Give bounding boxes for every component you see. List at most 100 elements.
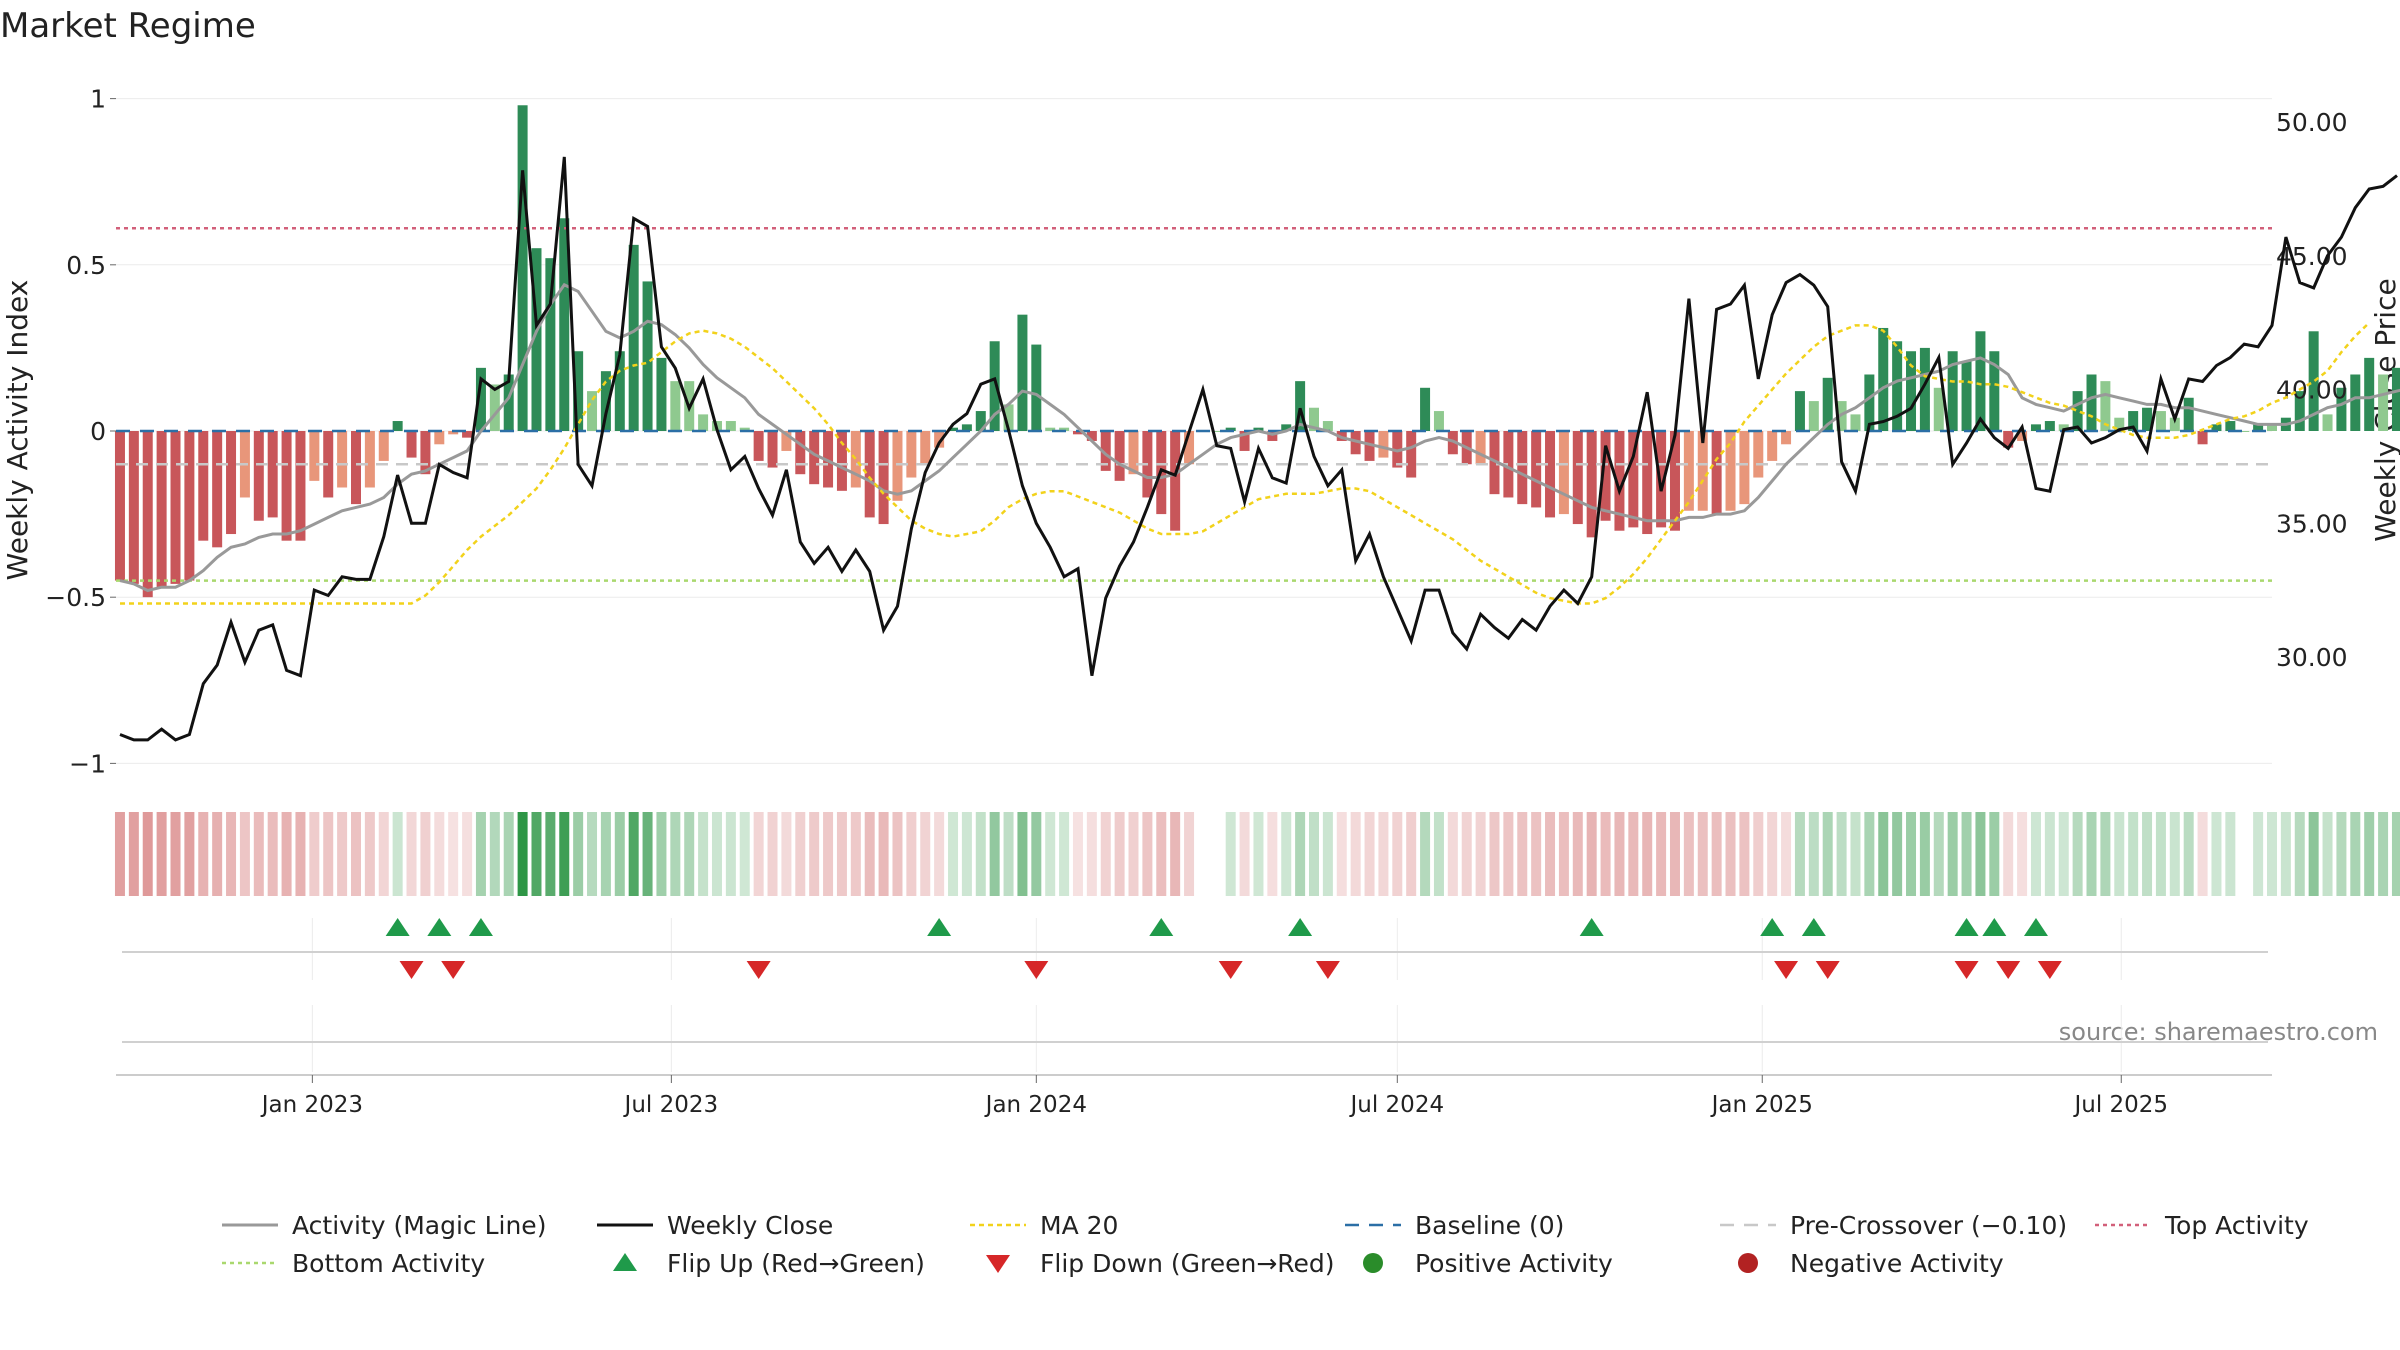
- activity-bar: [337, 431, 348, 488]
- regime-cell: [809, 812, 820, 896]
- regime-cell: [1642, 812, 1653, 896]
- regime-cell: [434, 812, 445, 896]
- regime-cell: [475, 812, 486, 896]
- y2-tick-label: 45.00: [2276, 242, 2348, 271]
- regime-cell: [2128, 812, 2139, 896]
- activity-bar: [2225, 421, 2236, 431]
- activity-bar: [489, 384, 500, 431]
- regime-cell: [489, 812, 500, 896]
- flip-up-marker: [427, 918, 452, 936]
- activity-bar: [1892, 341, 1903, 431]
- regime-cell: [184, 812, 195, 896]
- regime-cell: [975, 812, 986, 896]
- legend-item-top: Top Activity: [2095, 1211, 2309, 1240]
- flip-up-marker: [385, 918, 410, 936]
- x-tick-label: Jul 2025: [2072, 1092, 2168, 1118]
- regime-cell: [2100, 812, 2111, 896]
- regime-cell: [281, 812, 292, 896]
- activity-bar: [1184, 431, 1195, 465]
- activity-bar: [2322, 414, 2333, 431]
- flip-down-marker: [2037, 961, 2062, 979]
- activity-bar: [475, 367, 486, 431]
- regime-cell: [1308, 812, 1319, 896]
- activity-bar: [2128, 411, 2139, 431]
- regime-cell: [1753, 812, 1764, 896]
- legend-label: Flip Down (Green→Red): [1040, 1249, 1335, 1278]
- activity-bar: [2239, 431, 2250, 432]
- flip-up-marker: [1579, 918, 1604, 936]
- activity-bar: [809, 431, 820, 485]
- activity-bar: [1642, 431, 1653, 535]
- flip-up-marker: [1760, 918, 1785, 936]
- activity-bar: [1808, 401, 1819, 431]
- activity-bar: [1919, 347, 1930, 431]
- activity-bar: [1739, 431, 1750, 505]
- activity-bar: [767, 431, 778, 468]
- activity-bar: [128, 431, 139, 584]
- regime-cell: [1614, 812, 1625, 896]
- activity-bar: [2086, 374, 2097, 431]
- regime-cell: [1378, 812, 1389, 896]
- regime-cell: [1336, 812, 1347, 896]
- activity-bar: [587, 391, 598, 431]
- legend-item-ma: MA 20: [970, 1211, 1118, 1240]
- legend-label: Weekly Close: [667, 1211, 833, 1240]
- regime-cell: [1767, 812, 1778, 896]
- regime-cell: [559, 812, 570, 896]
- activity-bar: [531, 248, 542, 431]
- regime-cell: [1850, 812, 1861, 896]
- activity-bar: [198, 431, 209, 541]
- activity-bar: [559, 218, 570, 431]
- activity-bar: [1433, 411, 1444, 431]
- activity-bar: [1864, 374, 1875, 431]
- activity-bar: [1475, 431, 1486, 465]
- regime-cell: [1989, 812, 2000, 896]
- regime-cell: [1864, 812, 1875, 896]
- activity-bar: [2044, 421, 2055, 431]
- regime-cell: [1683, 812, 1694, 896]
- legend-label: Baseline (0): [1415, 1211, 1564, 1240]
- regime-cell: [1267, 812, 1278, 896]
- activity-bar: [2072, 391, 2083, 431]
- activity-bar: [1489, 431, 1500, 495]
- y2-tick-label: 35.00: [2276, 509, 2348, 538]
- axes: 1 0.5 0 −0.5 −1 50.00 45.00 40.00 35.00 30.00 Jan …: [45, 85, 2347, 1118]
- regime-cell: [2336, 812, 2347, 896]
- regime-cell: [1725, 812, 1736, 896]
- regime-cell: [2030, 812, 2041, 896]
- activity-bar: [1045, 427, 1056, 431]
- regime-cell: [1961, 812, 1972, 896]
- activity-bar: [2003, 431, 2014, 448]
- regime-cell: [1406, 812, 1417, 896]
- regime-cell: [2072, 812, 2083, 896]
- activity-bar: [920, 431, 931, 465]
- activity-bar: [2378, 374, 2389, 431]
- regime-cell: [1919, 812, 1930, 896]
- activity-bar: [2308, 331, 2319, 431]
- activity-bar: [906, 431, 917, 478]
- regime-cell: [1822, 812, 1833, 896]
- regime-cell: [2280, 812, 2291, 896]
- activity-bar: [1406, 431, 1417, 478]
- regime-cell: [1364, 812, 1375, 896]
- regime-cell: [1808, 812, 1819, 896]
- regime-cell: [1503, 812, 1514, 896]
- regime-cell: [1600, 812, 1611, 896]
- activity-bar: [892, 431, 903, 501]
- regime-cell: [1656, 812, 1667, 896]
- flip-up-marker: [1982, 918, 2007, 936]
- y-tick-label: −0.5: [45, 583, 106, 612]
- regime-cell: [1447, 812, 1458, 896]
- regime-cell: [2211, 812, 2222, 896]
- y-axis-label: Weekly Activity Index: [1, 280, 34, 581]
- legend-swatch: [613, 1253, 637, 1271]
- regime-cell: [836, 812, 847, 896]
- legend-label: Pre-Crossover (−0.10): [1790, 1211, 2067, 1240]
- activity-bar: [850, 431, 861, 488]
- activity-bar: [212, 431, 223, 548]
- activity-bar: [934, 431, 945, 448]
- activity-bar: [1711, 431, 1722, 515]
- activity-bar: [725, 421, 736, 431]
- activity-bar: [392, 421, 403, 431]
- activity-bar: [1364, 431, 1375, 461]
